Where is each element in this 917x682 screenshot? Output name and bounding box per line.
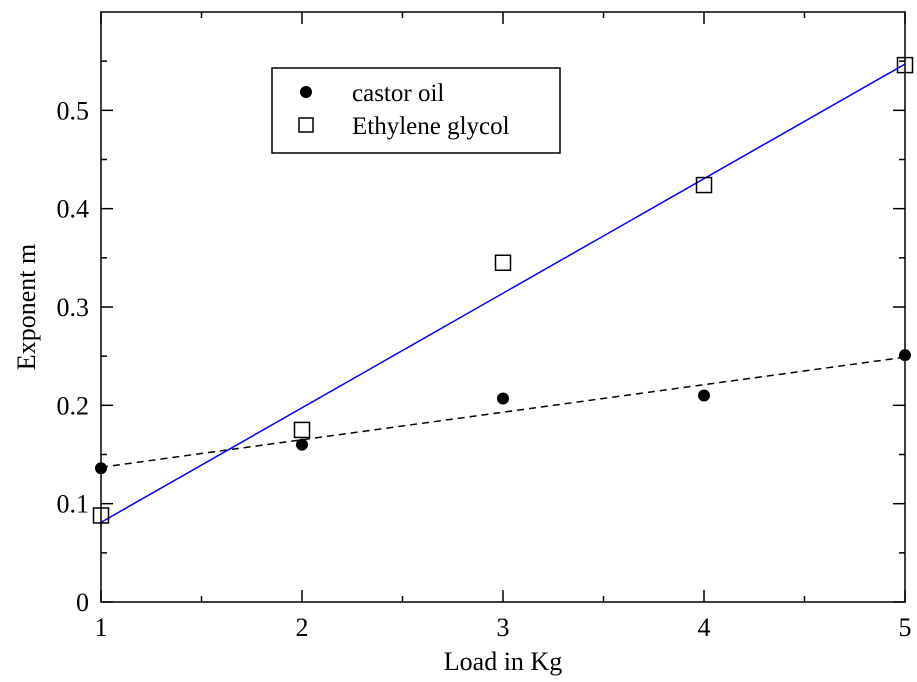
y-tick-label: 0.5	[57, 96, 90, 125]
y-tick-label: 0.3	[57, 293, 90, 322]
point-castor-oil	[296, 438, 308, 451]
legend-box	[271, 67, 561, 154]
legend-marker-castor-oil	[300, 86, 312, 98]
y-tick-label: 0.2	[57, 391, 90, 420]
point-castor-oil	[497, 392, 509, 405]
fit-lines	[100, 63, 906, 524]
x-tick-label: 5	[899, 613, 912, 642]
point-castor-oil	[698, 389, 710, 402]
x-tick-label: 3	[497, 613, 510, 642]
fit-line-ethylene-glycol	[100, 63, 906, 524]
y-tick-label: 0.1	[57, 490, 90, 519]
point-ethylene-glycol	[494, 254, 512, 271]
x-tick-label: 2	[296, 613, 309, 642]
point-ethylene-glycol	[695, 176, 713, 194]
point-ethylene-glycol	[293, 421, 311, 439]
y-axis-label: Exponent m	[12, 244, 41, 370]
legend: castor oil Ethylene glycol	[271, 67, 561, 154]
legend-marker-ethylene-glycol	[298, 117, 314, 133]
legend-label-ethylene-glycol: Ethylene glycol	[352, 113, 510, 140]
point-ethylene-glycol	[896, 56, 914, 74]
point-castor-oil	[95, 462, 107, 475]
axis-ticks: 1 2 3 4 5 0 0.1 0.2 0.3 0.4 0.5	[57, 12, 912, 642]
point-ethylene-glycol	[92, 507, 110, 524]
fit-line-castor-oil	[100, 356, 906, 469]
y-tick-label: 0	[76, 588, 89, 617]
x-tick-label: 4	[698, 613, 711, 642]
data-points	[92, 56, 914, 524]
x-tick-label: 1	[95, 613, 108, 642]
x-axis-label: Load in Kg	[444, 647, 562, 676]
legend-label-castor-oil: castor oil	[352, 80, 444, 107]
y-tick-label: 0.4	[57, 195, 90, 224]
point-castor-oil	[899, 349, 911, 362]
